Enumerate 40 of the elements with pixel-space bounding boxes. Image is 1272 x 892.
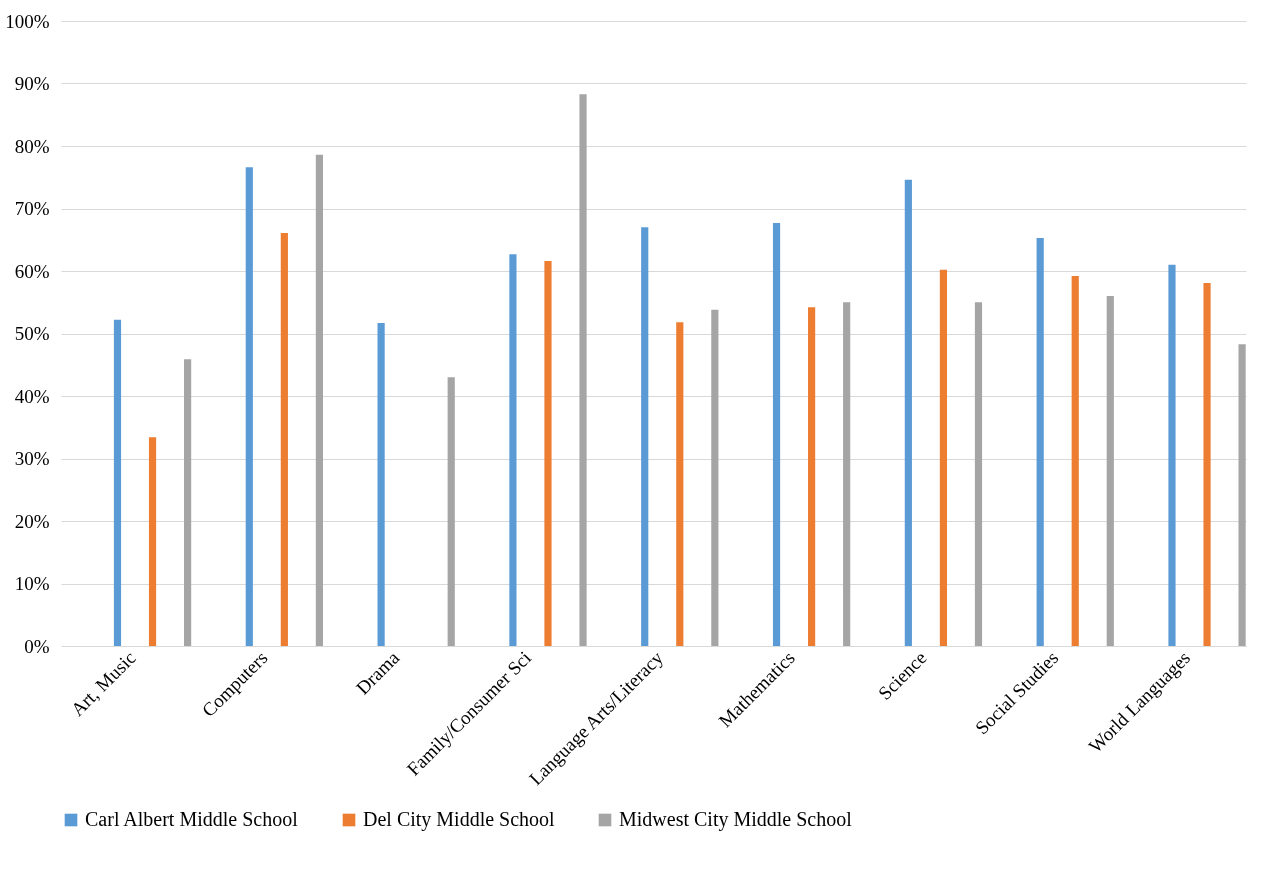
bar (377, 322, 385, 646)
y-tick-label: 60% (14, 260, 50, 282)
bar (974, 302, 983, 646)
bar (808, 307, 816, 646)
y-tick-label: 30% (14, 448, 50, 469)
bar (676, 322, 684, 646)
bar (184, 359, 192, 646)
bar (245, 167, 253, 646)
y-tick-label: 50% (14, 323, 50, 344)
bar (1203, 282, 1211, 646)
bar (579, 94, 587, 646)
y-tick-label: 20% (14, 510, 50, 532)
bar (711, 309, 719, 646)
bar (315, 154, 323, 646)
bar (904, 179, 912, 646)
bar (772, 222, 781, 646)
bar (1106, 296, 1114, 646)
legend-label: Del City Middle School (363, 808, 556, 831)
bar (1168, 264, 1176, 646)
bar (1238, 344, 1246, 646)
bar (113, 319, 122, 646)
y-tick-label: 70% (14, 198, 50, 219)
legend-label: Midwest City Middle School (619, 808, 853, 831)
y-tick-label: 90% (14, 73, 50, 94)
legend-label: Carl Albert Middle School (85, 808, 299, 830)
bar (280, 232, 288, 646)
y-tick-label: 80% (14, 135, 50, 157)
bar (544, 261, 552, 646)
bar (939, 269, 948, 646)
bar (641, 227, 649, 646)
bar (447, 377, 455, 646)
bar (1036, 237, 1044, 646)
y-tick-label: 40% (14, 385, 50, 407)
bar (148, 437, 157, 646)
y-tick-label: 10% (14, 573, 50, 594)
bar (1071, 276, 1079, 646)
bar (843, 302, 851, 646)
y-tick-label: 0% (24, 635, 50, 657)
y-tick-label: 100% (5, 10, 50, 32)
bar (509, 254, 517, 646)
